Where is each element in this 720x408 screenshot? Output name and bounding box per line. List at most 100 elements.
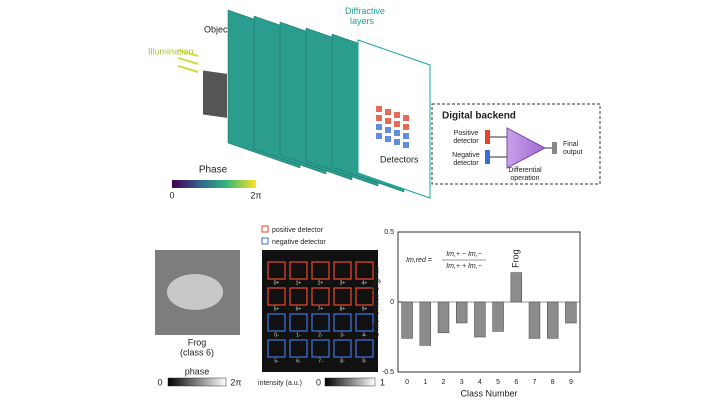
backend-title: Digital backend xyxy=(442,111,516,122)
plane-detector xyxy=(385,109,391,115)
x-tick-label: 5 xyxy=(496,379,500,386)
bar-chart: -0.5 0 0.5 0 1 2 3 4 5 6 7 8 9 Frog Class Number Differ… xyxy=(370,229,581,398)
plane-detector xyxy=(376,124,382,130)
positive-detector-box xyxy=(333,261,352,280)
negative-detector-box xyxy=(289,339,308,358)
x-tick-label: 7 xyxy=(533,379,537,386)
object-label: Object xyxy=(204,24,231,34)
formula-lhs: Im,red = xyxy=(406,257,432,264)
plane-detector xyxy=(394,121,400,127)
positive-detector-box xyxy=(355,287,374,306)
intensity-bar xyxy=(324,377,376,387)
plane-detector xyxy=(376,133,382,139)
phase-bar-max: 2π xyxy=(230,377,241,387)
x-tick-label: 1 xyxy=(423,379,427,386)
detector-grid: 0+ 1+ 2+ 3+ 4+ 5+ 6+ 7+ 8+ 9+ 0- 1- 2- 3- 4- 5- 6- 7- 8- 9- xyxy=(267,261,374,364)
x-tick-label: 4 xyxy=(478,379,482,386)
positive-detector-label: 2+ xyxy=(318,280,324,286)
bar xyxy=(419,301,432,346)
negative-detector-box xyxy=(289,313,308,332)
x-axis-label: Class Number xyxy=(460,388,517,398)
detector-image xyxy=(262,250,378,372)
legend-positive: positive detector xyxy=(272,227,324,234)
plane-detector xyxy=(385,118,391,124)
formula-denominator: Im,+ + Im,− xyxy=(446,263,482,270)
plane-detector xyxy=(394,112,400,118)
y-axis-label: Differential Signal xyxy=(370,267,380,337)
x-tick-label: 9 xyxy=(569,379,573,386)
negative-detector-box xyxy=(355,313,374,332)
positive-detector xyxy=(485,130,490,144)
x-tick-label: 0 xyxy=(405,379,409,386)
positive-detector-label: 1+ xyxy=(296,280,302,286)
positive-detector-box xyxy=(267,287,286,306)
phase-colorbar xyxy=(172,180,256,188)
phase-bar-min: 0 xyxy=(157,377,162,387)
y-tick-label: 0.5 xyxy=(384,229,394,236)
x-tick-label: 6 xyxy=(514,379,518,386)
legend-positive-swatch xyxy=(261,225,269,233)
negative-detector-label: 0- xyxy=(274,332,279,338)
bar xyxy=(510,272,523,303)
phase-min: 0 xyxy=(169,190,174,200)
plane-detector xyxy=(385,127,391,133)
negative-detector-box xyxy=(267,339,286,358)
bar xyxy=(528,301,541,339)
positive-detector-box xyxy=(311,261,330,280)
negative-detector-label: 2- xyxy=(318,332,323,338)
positive-detector-box xyxy=(311,287,330,306)
output-label: Final output xyxy=(563,141,583,156)
positive-detector-box xyxy=(289,261,308,280)
positive-detector-label: 6+ xyxy=(296,306,302,312)
negative-detector-label: 8- xyxy=(340,358,345,364)
operation-label: Differential operation xyxy=(508,167,542,182)
positive-detector-box xyxy=(355,261,374,280)
negative-detector-label: 7- xyxy=(318,358,323,364)
negative-detector-label: 9- xyxy=(362,358,367,364)
frog-class: (class 6) xyxy=(180,347,214,357)
detector-plane xyxy=(357,39,431,199)
negative-detector-label: 6- xyxy=(296,358,301,364)
negative-detector-label: 4- xyxy=(362,332,367,338)
illumination-arrows xyxy=(177,49,199,73)
positive-detector-label: 5+ xyxy=(274,306,280,312)
x-tick-label: 3 xyxy=(460,379,464,386)
bar xyxy=(474,301,486,338)
plane-detector xyxy=(394,130,400,136)
positive-detector-label: 3+ xyxy=(340,280,346,286)
negative-label: Negative detector xyxy=(452,152,480,167)
differential-amplifier xyxy=(506,127,547,169)
plane-detector xyxy=(403,133,409,139)
intensity-title: intensity (a.u.) xyxy=(258,380,302,387)
bar xyxy=(401,301,413,339)
x-tick-label: 2 xyxy=(442,379,446,386)
plane-detector xyxy=(385,136,391,142)
negative-detector xyxy=(485,150,490,164)
plane-detector xyxy=(403,142,409,148)
plane-detector xyxy=(394,139,400,145)
negative-detector-box xyxy=(333,339,352,358)
frog-label: Frog xyxy=(188,337,207,347)
example: Frog (class 6) phase 0 2π positive detec… xyxy=(155,225,385,387)
backend-box xyxy=(431,103,601,185)
bar-annotation: Frog xyxy=(511,249,521,268)
positive-detector-label: 0+ xyxy=(274,280,280,286)
legend-negative-swatch xyxy=(261,237,269,245)
plane-detector xyxy=(403,124,409,130)
phase-bar xyxy=(167,377,227,387)
intensity-max: 1 xyxy=(380,377,385,387)
output-node xyxy=(552,142,557,154)
positive-label: Positive detector xyxy=(453,130,479,145)
negative-detector-label: 3- xyxy=(340,332,345,338)
x-tick-label: 8 xyxy=(551,379,555,386)
positive-detector-box xyxy=(289,287,308,306)
negative-detector-label: 1- xyxy=(296,332,301,338)
frog-shape xyxy=(167,274,223,310)
positive-detector-box xyxy=(333,287,352,306)
bar xyxy=(565,301,577,324)
bar xyxy=(437,301,450,334)
y-tick-label: -0.5 xyxy=(382,369,394,376)
negative-detector-box xyxy=(333,313,352,332)
positive-detector-box xyxy=(267,261,286,280)
